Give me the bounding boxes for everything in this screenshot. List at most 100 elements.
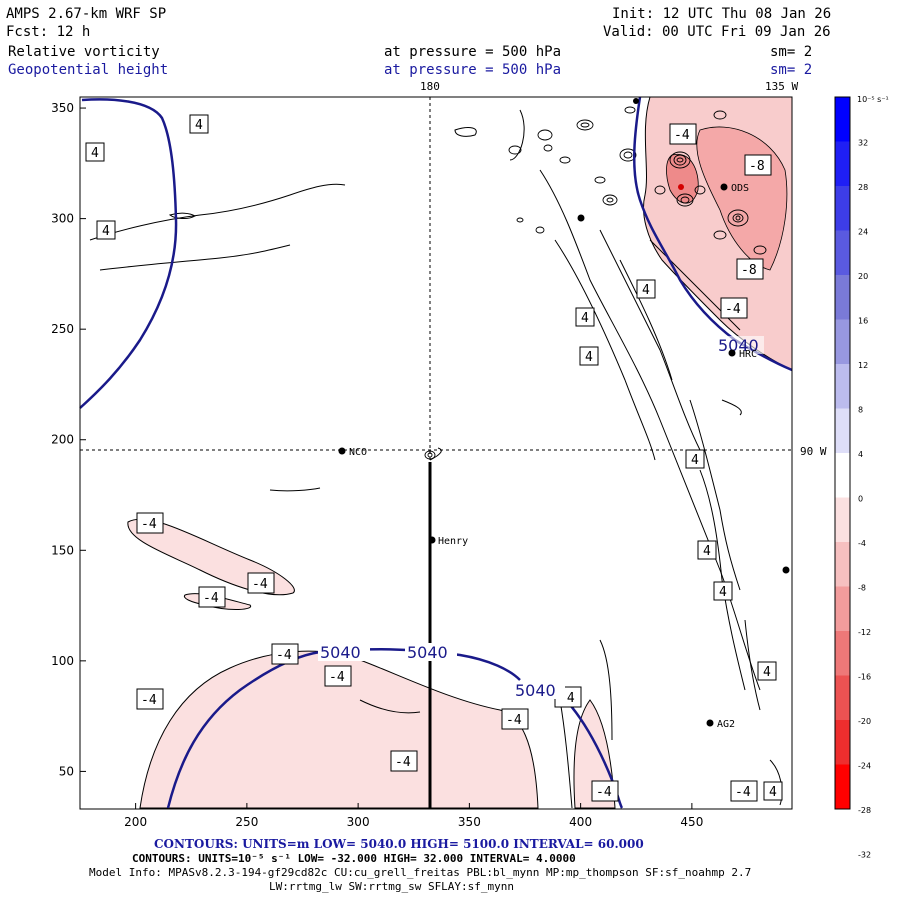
svg-text:4: 4 bbox=[195, 118, 203, 133]
colorbar-swatch bbox=[835, 586, 850, 632]
vort-label: -4 bbox=[271, 643, 299, 665]
colorbar-unit: 10⁻⁵ s⁻¹ bbox=[857, 95, 889, 104]
svg-text:4: 4 bbox=[703, 544, 711, 559]
colorbar-tick-label: 8 bbox=[858, 406, 863, 415]
svg-text:-8: -8 bbox=[749, 159, 765, 174]
x-tick-label: 250 bbox=[235, 815, 258, 829]
vort-label: -8 bbox=[736, 258, 764, 280]
vort-label: -4 bbox=[324, 665, 352, 687]
vort-label: 4 bbox=[757, 661, 777, 681]
colorbar-tick-label: -4 bbox=[858, 539, 866, 548]
colorbar-tick-label: -20 bbox=[858, 717, 871, 726]
x-tick-label: 200 bbox=[124, 815, 147, 829]
vort-label: 4 bbox=[685, 449, 705, 469]
model-title: AMPS 2.67-km WRF SP bbox=[6, 6, 166, 22]
x-tick-label: 450 bbox=[680, 815, 703, 829]
colorbar-tick-label: 0 bbox=[858, 495, 863, 504]
vort-label: -8 bbox=[744, 154, 772, 176]
svg-text:4: 4 bbox=[642, 283, 650, 298]
svg-text:4: 4 bbox=[102, 224, 110, 239]
lon-180-label: 180 bbox=[420, 80, 440, 93]
y-tick-label: 150 bbox=[51, 543, 74, 557]
plot-frame bbox=[79, 96, 793, 810]
svg-text:-4: -4 bbox=[735, 785, 751, 800]
footer-vort-contours: CONTOURS: UNITS=10⁻⁵ s⁻¹ LOW= -32.000 HI… bbox=[132, 852, 576, 865]
svg-text:4: 4 bbox=[769, 785, 777, 800]
vort-label: 4 bbox=[96, 220, 116, 240]
contour-clusters bbox=[424, 106, 767, 460]
vort-label: 4 bbox=[579, 346, 599, 366]
svg-text:-8: -8 bbox=[741, 263, 757, 278]
colorbar-tick-label: 16 bbox=[858, 317, 868, 326]
y-tick-label: 50 bbox=[59, 764, 74, 778]
station-nco: NCO bbox=[338, 447, 367, 458]
vort-label: -4 bbox=[669, 123, 697, 145]
vort-label: 4 bbox=[575, 307, 595, 327]
svg-text:-4: -4 bbox=[141, 517, 157, 532]
smoothing-geopotential: sm= 2 bbox=[770, 62, 812, 78]
field-geopotential: Geopotential height bbox=[8, 62, 168, 78]
colorbar-tick-label: 12 bbox=[858, 361, 868, 370]
y-tick-label: 300 bbox=[51, 212, 74, 226]
vort-label: -4 bbox=[720, 297, 748, 319]
vort-label: -4 bbox=[390, 750, 418, 772]
svg-text:Henry: Henry bbox=[438, 536, 468, 547]
colorbar-swatch bbox=[835, 720, 850, 765]
gph-west bbox=[79, 98, 178, 409]
station-unnamed bbox=[633, 98, 639, 104]
colorbar-swatch bbox=[835, 675, 850, 721]
svg-text:NCO: NCO bbox=[349, 447, 367, 458]
vort-label: 4 bbox=[713, 581, 733, 601]
lon-135w-label: 135 W bbox=[765, 80, 798, 93]
colorbar-tick-label: -28 bbox=[858, 806, 871, 815]
colorbar-swatch bbox=[835, 408, 850, 454]
colorbar-tick-label: -32 bbox=[858, 851, 871, 860]
vort-label: 4 bbox=[697, 540, 717, 560]
vort-label: -4 bbox=[501, 708, 529, 730]
svg-text:4: 4 bbox=[581, 311, 589, 326]
station-hrc: HRC bbox=[728, 349, 757, 360]
svg-text:4: 4 bbox=[91, 146, 99, 161]
gph-label: 5040 bbox=[407, 643, 448, 662]
colorbar-swatch bbox=[835, 542, 850, 587]
y-tick-label: 200 bbox=[51, 433, 74, 447]
lat-90w-label: 90 W bbox=[800, 445, 827, 458]
colorbar-swatch bbox=[835, 453, 850, 498]
svg-text:-4: -4 bbox=[141, 693, 157, 708]
vorticity-contour-labels: 4 4 4 -4 -8 -8 -4 4 4 4 4 4 4 4 4 -4 -4 … bbox=[85, 114, 783, 802]
vort-label: 4 bbox=[636, 279, 656, 299]
station-ag2: AG2 bbox=[706, 719, 735, 730]
colorbar-tick-label: 28 bbox=[858, 183, 868, 192]
vort-label: -4 bbox=[136, 688, 164, 710]
station-unnamed bbox=[577, 214, 585, 222]
colorbar-tick-label: -12 bbox=[858, 628, 871, 637]
svg-text:-4: -4 bbox=[276, 648, 292, 663]
svg-text:-4: -4 bbox=[203, 591, 219, 606]
footer-gph-contours: CONTOURS: UNITS=m LOW= 5040.0 HIGH= 5100… bbox=[154, 837, 644, 851]
station-unnamed-red bbox=[678, 184, 684, 190]
y-tick-label: 350 bbox=[51, 101, 74, 115]
valid-time: Valid: 00 UTC Fri 09 Jan 26 bbox=[603, 24, 831, 40]
plot-area bbox=[79, 96, 793, 810]
x-tick-label: 400 bbox=[569, 815, 592, 829]
gph-label: 5040 bbox=[320, 643, 361, 662]
colorbar-tick-label: 20 bbox=[858, 272, 868, 281]
colorbar-tick-label: -16 bbox=[858, 673, 871, 682]
x-axis: 200 250 300 350 400 450 bbox=[124, 803, 703, 829]
svg-text:4: 4 bbox=[585, 350, 593, 365]
colorbar-swatch bbox=[835, 275, 850, 320]
gph-label: 5040 bbox=[718, 336, 759, 355]
colorbar-swatch bbox=[835, 497, 850, 543]
colorbar-tick-label: -8 bbox=[858, 584, 866, 593]
svg-text:-4: -4 bbox=[252, 577, 268, 592]
colorbar-tick-label: 4 bbox=[858, 450, 863, 459]
footer-radiation-info: LW:rrtmg_lw SW:rrtmg_sw SFLAY:sf_mynn bbox=[269, 880, 514, 893]
forecast-hour: Fcst: 12 h bbox=[6, 24, 90, 40]
vort-label: 4 bbox=[85, 142, 105, 162]
gph-southeast bbox=[554, 689, 624, 809]
colorbar-tick-label: -24 bbox=[858, 762, 871, 771]
vort-label: -4 bbox=[136, 512, 164, 534]
svg-text:ODS: ODS bbox=[731, 183, 749, 194]
y-axis: 50 100 150 200 250 300 350 bbox=[51, 101, 86, 778]
